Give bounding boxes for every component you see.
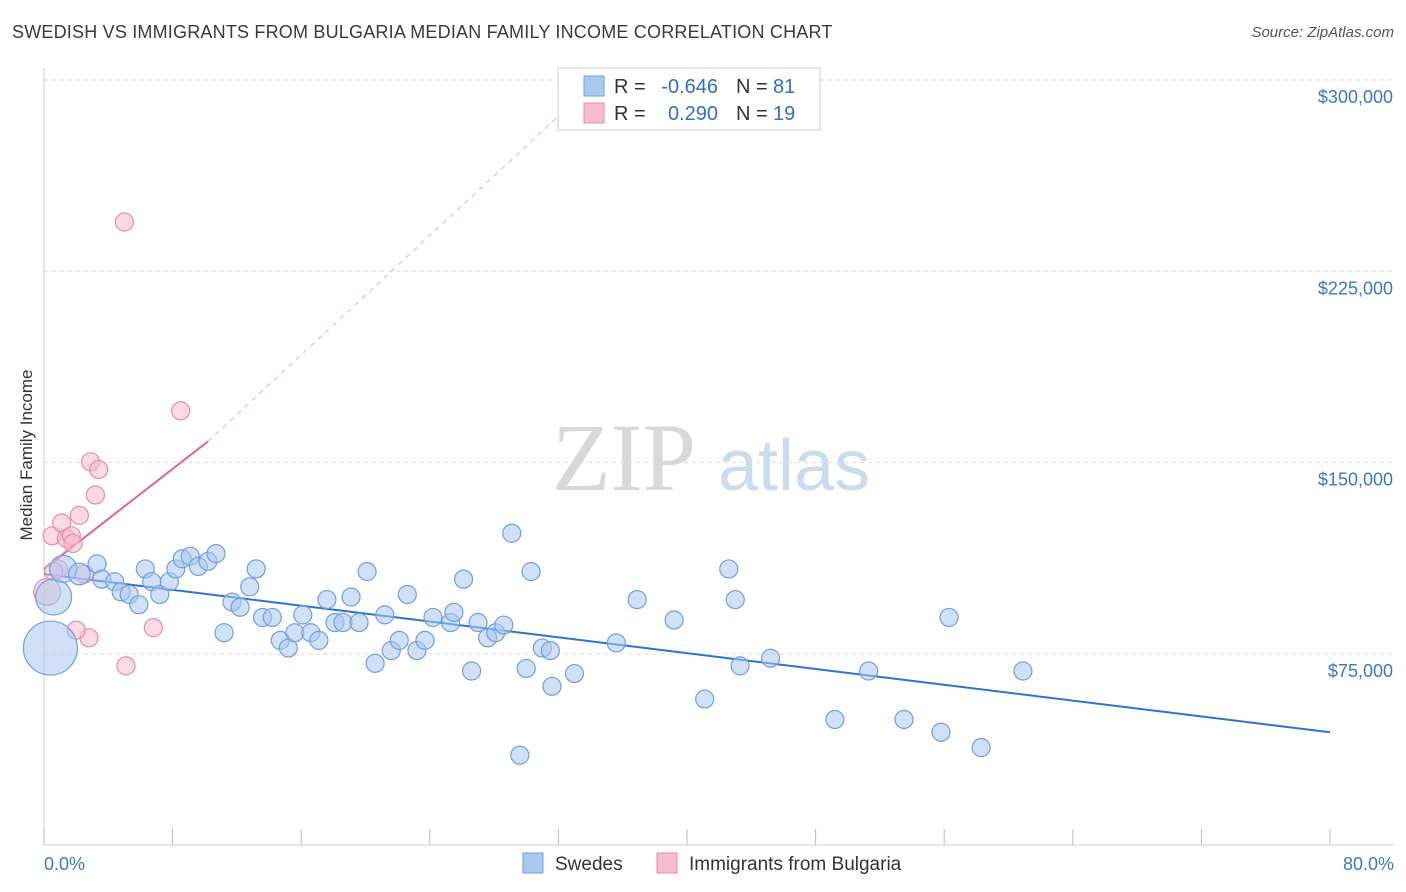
swedes-point-55 (502, 523, 522, 543)
bottom-legend-swatch-bulgaria (656, 852, 678, 874)
swedes-point-33 (317, 589, 337, 610)
swedes-point-76 (971, 737, 991, 758)
swedes-point-39 (365, 653, 385, 673)
grid-lines (44, 79, 1394, 655)
bulgaria-point-14 (116, 656, 136, 676)
swedes-point-38 (357, 561, 377, 582)
swedes-point-43 (397, 584, 417, 605)
legend-n-value-2: 19 (773, 103, 795, 125)
series-legend: Swedes Immigrants from Bulgaria (522, 852, 902, 875)
swedes-point-63 (606, 633, 626, 653)
swedes-point-69 (730, 656, 750, 676)
legend-swatch-swedes (583, 75, 605, 97)
swedes-point-56 (510, 745, 530, 765)
y-tick-label-225000: $225,000 (1318, 278, 1393, 298)
swedes-point-60 (540, 640, 560, 661)
correlation-legend: R = -0.646 N = 81 R = 0.290 N = 19 (557, 67, 821, 131)
swedes-point-65 (664, 610, 684, 630)
swedes-point-45 (415, 630, 435, 650)
swedes-point-64 (627, 589, 647, 610)
bulgaria-point-11 (85, 485, 106, 505)
legend-r-label-2: R = (614, 103, 646, 125)
legend-swatch-bulgaria (583, 102, 605, 124)
swedes-point-12 (150, 584, 170, 605)
chart-title: SWEDISH VS IMMIGRANTS FROM BULGARIA MEDI… (12, 22, 833, 42)
legend-n-value-1: 81 (773, 76, 795, 98)
legend-n-label-2: N = (736, 103, 768, 125)
y-axis-label: Median Family Income (17, 369, 36, 540)
swedes-point-51 (468, 612, 488, 633)
swedes-points (22, 523, 1033, 765)
swedes-point-61 (542, 676, 562, 696)
swedes-point-75 (939, 607, 959, 628)
bulgaria-trend-extension (207, 71, 608, 442)
bottom-legend-swatch-swedes (522, 852, 544, 874)
swedes-point-3 (67, 562, 91, 586)
bulgaria-point-6 (63, 533, 83, 554)
legend-r-label-1: R = (614, 76, 646, 98)
legend-n-label-1: N = (736, 76, 768, 98)
y-tick-label-300000: $300,000 (1318, 87, 1393, 107)
swedes-point-37 (349, 612, 369, 633)
bulgaria-point-12 (89, 459, 109, 480)
swedes-point-35 (333, 612, 353, 633)
swedes-point-68 (725, 589, 745, 610)
y-tick-label-150000: $150,000 (1318, 470, 1393, 490)
swedes-point-58 (521, 561, 541, 582)
swedes-point-24 (246, 559, 266, 579)
swedes-trend-line (43, 573, 1331, 734)
swedes-point-70 (760, 648, 781, 668)
bottom-legend-bulgaria: Immigrants from Bulgaria (689, 854, 902, 875)
swedes-point-49 (453, 569, 474, 589)
swedes-point-40 (375, 605, 395, 625)
watermark-atlas: atlas (718, 426, 870, 506)
swedes-point-1 (35, 578, 73, 616)
y-tick-label-75000: $75,000 (1328, 661, 1393, 681)
swedes-point-54 (494, 615, 514, 635)
swedes-point-9 (129, 595, 149, 615)
swedes-point-30 (293, 605, 313, 625)
axes (43, 68, 1394, 846)
swedes-point-67 (719, 559, 739, 579)
swedes-point-29 (285, 623, 305, 643)
swedes-point-77 (1013, 661, 1033, 681)
swedes-point-48 (444, 602, 464, 622)
trend-lines (43, 71, 1331, 734)
swedes-point-19 (206, 544, 226, 564)
x-tick-min: 0.0% (44, 854, 85, 874)
source-label: Source: ZipAtlas.com (1251, 24, 1394, 41)
swedes-point-32 (309, 630, 329, 650)
bottom-legend-swedes: Swedes (555, 854, 623, 875)
swedes-point-66 (695, 689, 715, 709)
swedes-point-71 (825, 709, 845, 730)
bulgaria-point-15 (143, 618, 163, 638)
bulgaria-point-7 (69, 505, 89, 525)
swedes-point-0 (22, 620, 79, 676)
watermark-zip: ZIP (552, 404, 696, 511)
swedes-point-36 (341, 587, 361, 607)
bulgaria-point-16 (114, 212, 134, 232)
swedes-point-62 (564, 663, 585, 684)
legend-r-value-1: -0.646 (661, 76, 718, 98)
swedes-point-23 (240, 577, 260, 597)
legend-r-value-2: 0.290 (668, 103, 718, 125)
y-tick-labels: $75,000 $150,000 $225,000 $300,000 (1318, 87, 1393, 681)
swedes-point-26 (262, 607, 282, 628)
swedes-point-50 (461, 661, 482, 681)
swedes-point-72 (859, 661, 879, 681)
swedes-point-20 (214, 623, 234, 643)
bulgaria-point-17 (171, 401, 191, 421)
swedes-point-22 (230, 597, 250, 617)
x-tick-max: 80.0% (1343, 854, 1394, 874)
swedes-point-57 (516, 658, 536, 679)
swedes-point-74 (931, 722, 951, 742)
swedes-point-46 (423, 607, 443, 628)
swedes-point-73 (894, 709, 914, 730)
swedes-point-42 (389, 630, 409, 650)
